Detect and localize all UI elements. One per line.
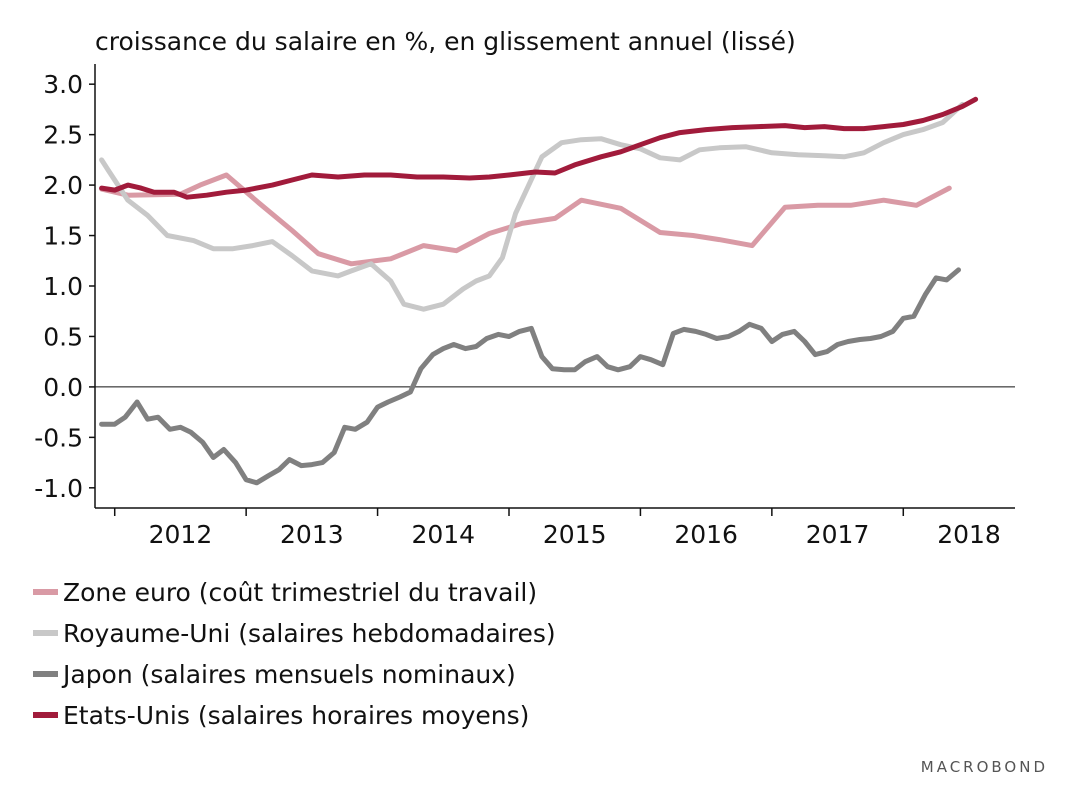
y-tick-label: 1.0 <box>43 272 83 301</box>
y-tick-label: -1.0 <box>34 474 83 503</box>
y-tick-label: 1.5 <box>43 222 83 251</box>
y-tick-label: 2.5 <box>43 121 83 150</box>
x-tick-label: 2014 <box>411 520 475 549</box>
series-line-0 <box>99 172 952 267</box>
series-line-1 <box>99 101 965 312</box>
series-lines <box>99 96 979 486</box>
x-tick-label: 2017 <box>806 520 870 549</box>
x-tick-label: 2016 <box>674 520 738 549</box>
x-tick-label: 2012 <box>149 520 213 549</box>
legend-label: Etats-Unis (salaires horaires moyens) <box>63 701 529 730</box>
legend: Zone euro (coût trimestriel du travail) R… <box>33 578 556 730</box>
y-axis-ticks: 3.0 2.5 2.0 1.5 1.0 0.5 0.0 -0.5 -1.0 <box>34 70 95 503</box>
x-tick-label: 2015 <box>543 520 607 549</box>
legend-label: Japon (salaires mensuels nominaux) <box>61 660 516 689</box>
legend-label: Royaume-Uni (salaires hebdomadaires) <box>63 619 556 648</box>
y-tick-label: 0.0 <box>43 373 83 402</box>
y-tick-label: 0.5 <box>43 322 83 351</box>
axes <box>94 64 1015 509</box>
x-tick-label: 2013 <box>280 520 344 549</box>
y-tick-label: 3.0 <box>43 70 83 99</box>
chart-title: croissance du salaire en %, en glissemen… <box>95 27 796 56</box>
y-tick-label: 2.0 <box>43 171 83 200</box>
watermark: MACROBOND <box>921 758 1048 776</box>
series-line-2 <box>99 267 961 486</box>
y-tick-label: -0.5 <box>34 423 83 452</box>
x-axis-ticks: 2012 2013 2014 2015 2016 2017 2018 <box>113 508 1001 549</box>
x-tick-label: 2018 <box>937 520 1001 549</box>
series-line-3 <box>99 96 979 200</box>
legend-label: Zone euro (coût trimestriel du travail) <box>63 578 537 607</box>
